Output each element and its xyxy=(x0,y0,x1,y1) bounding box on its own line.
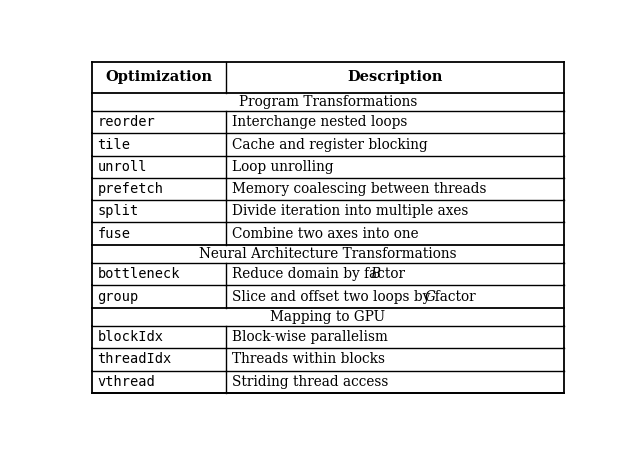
Text: split: split xyxy=(97,204,139,218)
Text: group: group xyxy=(97,289,139,304)
Text: Description: Description xyxy=(348,70,443,84)
Text: G: G xyxy=(424,289,435,304)
Text: Loop unrolling: Loop unrolling xyxy=(232,160,334,174)
Text: Neural Architecture Transformations: Neural Architecture Transformations xyxy=(199,247,457,261)
Text: vthread: vthread xyxy=(97,375,155,389)
Text: Memory coalescing between threads: Memory coalescing between threads xyxy=(232,182,487,196)
Text: Threads within blocks: Threads within blocks xyxy=(232,352,385,366)
Text: threadIdx: threadIdx xyxy=(97,352,172,366)
Text: unroll: unroll xyxy=(97,160,147,174)
Text: Divide iteration into multiple axes: Divide iteration into multiple axes xyxy=(232,204,468,218)
Text: reorder: reorder xyxy=(97,115,155,129)
Text: Cache and register blocking: Cache and register blocking xyxy=(232,138,428,152)
Text: bottleneck: bottleneck xyxy=(97,267,180,281)
Text: Program Transformations: Program Transformations xyxy=(239,95,417,109)
Text: Combine two axes into one: Combine two axes into one xyxy=(232,227,419,241)
Text: Optimization: Optimization xyxy=(106,70,213,84)
Text: prefetch: prefetch xyxy=(97,182,163,196)
Text: blockIdx: blockIdx xyxy=(97,330,163,344)
Text: tile: tile xyxy=(97,138,131,152)
Text: Mapping to GPU: Mapping to GPU xyxy=(271,310,385,324)
Text: Interchange nested loops: Interchange nested loops xyxy=(232,115,408,129)
Text: fuse: fuse xyxy=(97,227,131,241)
Text: Reduce domain by factor: Reduce domain by factor xyxy=(232,267,410,281)
Text: B: B xyxy=(370,267,380,281)
Text: Block-wise parallelism: Block-wise parallelism xyxy=(232,330,388,344)
Text: Striding thread access: Striding thread access xyxy=(232,375,388,389)
Text: Slice and offset two loops by factor: Slice and offset two loops by factor xyxy=(232,289,480,304)
